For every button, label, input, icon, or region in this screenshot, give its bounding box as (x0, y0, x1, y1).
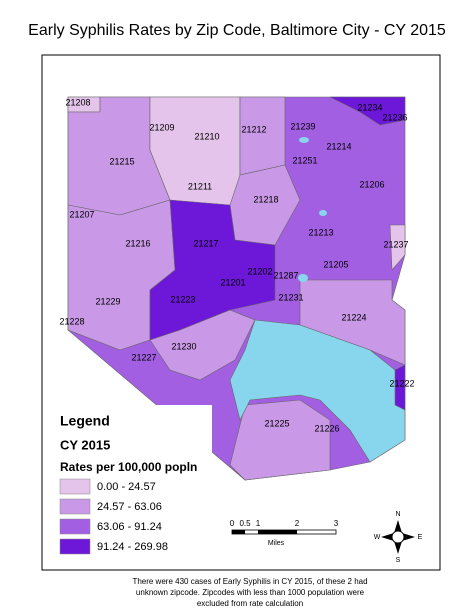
zip-label: 21225 (264, 418, 289, 428)
zip-label: 21251 (292, 155, 317, 165)
scale-unit: Miles (268, 540, 285, 547)
scale-tick-label: 1 (256, 519, 261, 528)
zip-label: 21217 (193, 238, 218, 248)
scale-bar: 0 0.5 1 2 3 Miles (230, 519, 339, 547)
zip-label: 21209 (149, 122, 174, 132)
zip-label: 21210 (194, 131, 219, 141)
zip-label: 21202 (247, 266, 272, 276)
legend-item: 24.57 - 63.06 (97, 501, 162, 513)
zip-21237 (389, 224, 406, 271)
harbor (229, 319, 406, 463)
scale-tick-label: 2 (295, 519, 300, 528)
lake (319, 210, 327, 216)
zip-label: 21222 (389, 378, 414, 388)
zip-label: 21224 (341, 312, 366, 322)
zip-label: 21239 (290, 121, 315, 131)
scale-tick-label: 0.5 (239, 519, 251, 528)
zip-label: 21226 (314, 423, 339, 433)
footnote: excluded from rate calculation (197, 599, 303, 608)
zip-label: 21205 (323, 259, 348, 269)
scale-tick-label: 0 (230, 519, 235, 528)
zip-label: 21227 (131, 352, 156, 362)
zip-label: 21229 (95, 296, 120, 306)
zip-label: 21213 (308, 227, 333, 237)
map-regions (67, 96, 406, 481)
legend-swatch (59, 518, 91, 535)
lake (298, 274, 308, 282)
zip-label: 21218 (253, 194, 278, 204)
zip-label: 21212 (241, 124, 266, 134)
legend-item: 63.06 - 91.24 (97, 521, 162, 533)
zip-label: 21211 (188, 181, 212, 191)
zip-21230 (149, 309, 256, 381)
lake (299, 137, 309, 143)
zip-label: 21231 (278, 292, 303, 302)
compass-w: W (374, 534, 381, 541)
footnote: There were 430 cases of Early Syphilis i… (132, 577, 367, 586)
zip-label: 21214 (326, 141, 351, 151)
zip-label: 21236 (382, 112, 407, 122)
scale-bar-segment (232, 530, 245, 534)
zip-21212 (239, 96, 286, 176)
zip-label: 21206 (359, 179, 384, 189)
compass-e: E (418, 534, 423, 541)
compass: N S E W (374, 511, 423, 564)
zip-label: 21201 (220, 277, 245, 287)
zip-label: 21237 (383, 239, 408, 249)
legend-item: 91.24 - 269.98 (97, 541, 168, 553)
zip-label: 21230 (171, 341, 196, 351)
legend-swatch (59, 538, 91, 555)
legend: Legend CY 2015 Rates per 100,000 popln 0… (50, 405, 212, 565)
footnote: unknown zipcode. Zipcodes with less than… (136, 588, 365, 597)
zip-label: 21234 (357, 102, 382, 112)
scale-bar-segment (258, 530, 297, 534)
compass-s: S (396, 557, 401, 564)
map-title: Early Syphilis Rates by Zip Code, Baltim… (28, 22, 446, 39)
compass-n: N (395, 511, 400, 518)
legend-swatch (59, 498, 91, 515)
zip-label: 21216 (125, 238, 150, 248)
map-frame (41, 54, 441, 571)
zip-label: 21215 (109, 156, 134, 166)
legend-subtitle: Rates per 100,000 popln (60, 460, 197, 474)
compass-ring (391, 530, 405, 544)
scale-tick-label: 3 (334, 519, 339, 528)
legend-year: CY 2015 (60, 437, 110, 452)
zip-label: 21207 (69, 209, 94, 219)
zip-label: 21208 (65, 97, 90, 107)
legend-heading: Legend (60, 413, 110, 429)
legend-swatch (59, 478, 91, 495)
legend-item: 0.00 - 24.57 (97, 481, 156, 493)
zip-label: 21287 (273, 270, 298, 280)
zip-21234 (329, 96, 406, 126)
zip-label: 21228 (59, 316, 84, 326)
zip-label: 21223 (170, 294, 195, 304)
zip-21225 (229, 399, 331, 481)
